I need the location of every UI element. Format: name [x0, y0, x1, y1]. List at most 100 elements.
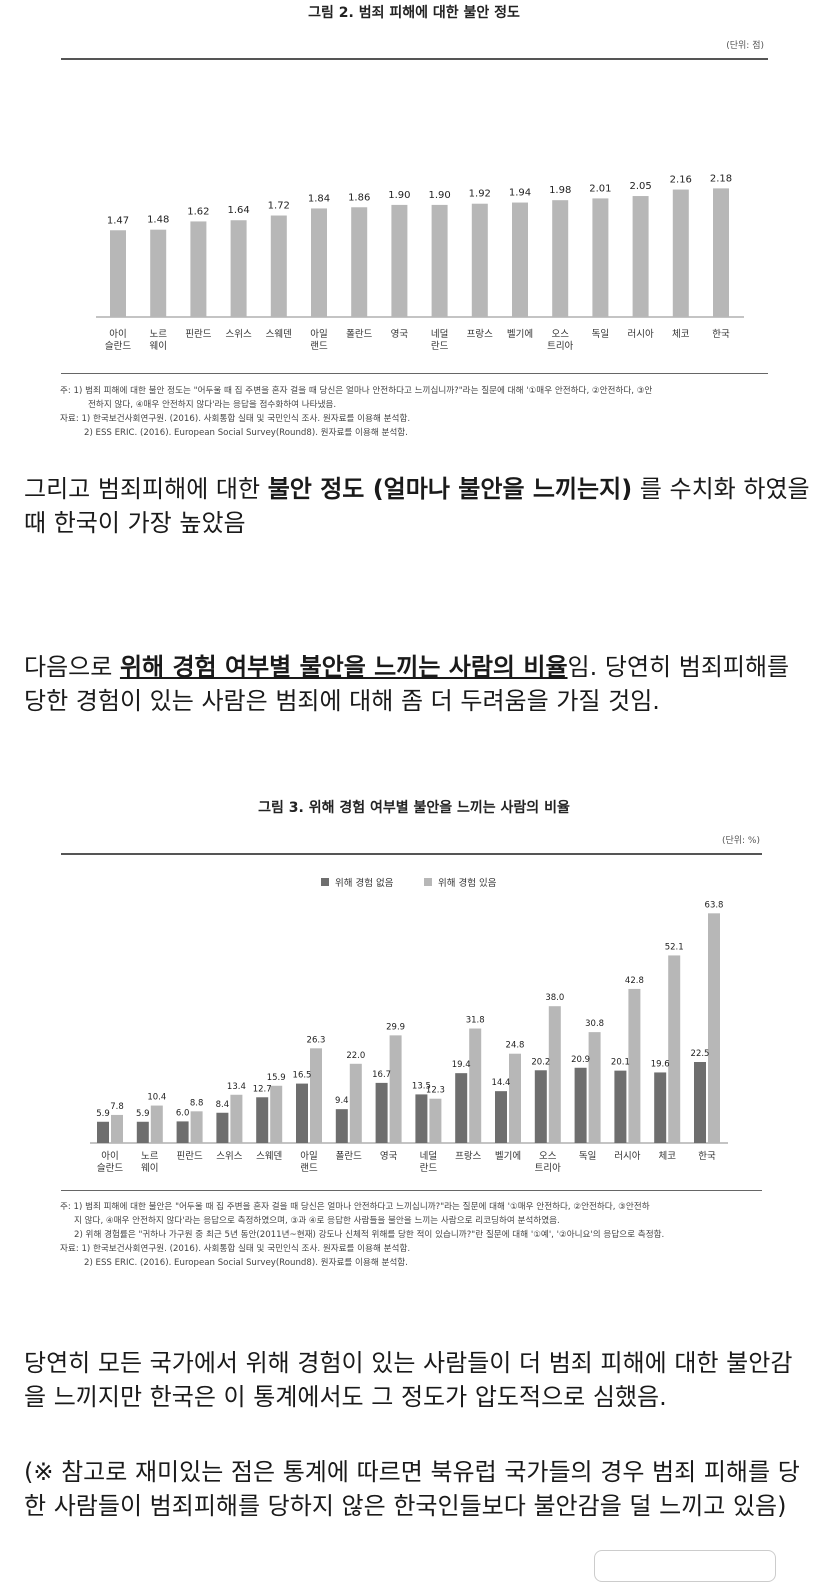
- paragraph-1: 그리고 범죄피해에 대한 불안 정도 (얼마나 불안을 느끼는지) 를 수치화 …: [24, 472, 814, 540]
- category-label-1: 노르 웨이: [141, 1151, 159, 1174]
- data-label-no-harm-3: 8.4: [216, 1100, 230, 1110]
- data-label-harm-13: 42.8: [625, 976, 644, 986]
- figure2-source-2: 2) ESS ERIC. (2016). European Social Sur…: [84, 428, 408, 438]
- data-label-harm-6: 22.0: [346, 1051, 365, 1061]
- category-label-7: 영국: [391, 329, 409, 340]
- figure2-bottom-rule: [61, 373, 768, 374]
- bar-3: [230, 220, 247, 317]
- category-label-13: 러시아: [614, 1151, 640, 1162]
- figure2-notes: 주: 1) 범죄 피해에 대한 불안 정도는 "어두울 때 집 주변을 혼자 걸…: [60, 384, 652, 440]
- data-label-no-harm-13: 20.1: [611, 1058, 630, 1068]
- paragraph-4: (※ 참고로 재미있는 점은 통계에 따르면 북유럽 국가들의 경우 범죄 피해…: [24, 1458, 800, 1520]
- data-label-harm-0: 7.8: [110, 1102, 124, 1112]
- data-label-6: 1.86: [348, 192, 370, 203]
- data-label-harm-1: 10.4: [147, 1093, 166, 1103]
- data-label-13: 2.05: [629, 181, 651, 192]
- figure3-note-2: 지 않다, ④매우 안전하지 않다'라는 응답으로 측정하였으며, ③과 ④로 …: [74, 1216, 560, 1226]
- data-label-9: 1.92: [469, 189, 491, 200]
- data-label-14: 2.16: [670, 175, 692, 186]
- data-label-0: 1.47: [107, 215, 129, 226]
- data-label-harm-8: 12.3: [426, 1086, 445, 1096]
- bar-no-harm-3: [216, 1112, 229, 1143]
- figure3-note-1: 주: 1) 범죄 피해에 대한 불안은 "어두울 때 집 주변을 혼자 걸을 때…: [60, 1202, 650, 1212]
- category-label-3: 스위스: [216, 1150, 242, 1162]
- figure2-note-1: 주: 1) 범죄 피해에 대한 불안 정도는 "어두울 때 집 주변을 혼자 걸…: [60, 386, 653, 396]
- legend-swatch-harm: [424, 878, 432, 886]
- data-label-no-harm-15: 22.5: [691, 1049, 710, 1059]
- figure3-source-2: 2) ESS ERIC. (2016). European Social Sur…: [84, 1258, 408, 1268]
- bar-no-harm-15: [694, 1062, 706, 1143]
- bar-harm-14: [668, 955, 681, 1143]
- data-label-harm-14: 52.1: [665, 942, 684, 952]
- category-label-12: 독일: [592, 329, 609, 340]
- data-label-no-harm-9: 19.4: [452, 1060, 471, 1070]
- category-label-14: 체코: [672, 329, 690, 340]
- paragraph-1-text: 그리고 범죄피해에 대한: [24, 475, 268, 503]
- bar-no-harm-8: [415, 1094, 428, 1143]
- bar-harm-1: [150, 1105, 163, 1143]
- bar-no-harm-6: [335, 1109, 348, 1143]
- category-label-5: 아일 랜드: [300, 1151, 318, 1174]
- data-label-3: 1.64: [227, 205, 249, 216]
- data-label-no-harm-1: 5.9: [136, 1109, 150, 1119]
- category-label-7: 영국: [380, 1151, 398, 1162]
- category-label-10: 벨기에: [495, 1151, 521, 1162]
- data-label-8: 1.90: [428, 190, 450, 201]
- bar-4: [270, 215, 287, 317]
- bar-harm-6: [349, 1063, 362, 1143]
- bar-12: [592, 198, 609, 317]
- category-label-10: 벨기에: [507, 329, 533, 340]
- bar-15: [713, 188, 729, 317]
- figure2-source-1: 자료: 1) 한국보건사회연구원. (2016). 사회통합 실태 및 국민인식…: [60, 414, 411, 424]
- legend-swatch-no-harm: [321, 878, 329, 886]
- data-label-harm-4: 15.9: [267, 1073, 286, 1083]
- paragraph-2: 다음으로 위해 경험 여부별 불안을 느끼는 사람의 비율임. 당연히 범죄피해…: [24, 650, 814, 718]
- bar-harm-13: [628, 988, 641, 1143]
- category-label-2: 핀란드: [185, 328, 211, 340]
- bar-harm-15: [708, 913, 720, 1143]
- category-label-6: 폴란드: [336, 1150, 362, 1162]
- bar-0: [110, 230, 126, 317]
- bar-1: [150, 229, 167, 317]
- bar-harm-12: [588, 1032, 601, 1143]
- bar-11: [552, 200, 569, 317]
- bar-13: [632, 196, 649, 317]
- paragraph-1-bold: 불안 정도 (얼마나 불안을 느끼는지): [267, 475, 633, 503]
- category-label-4: 스웨덴: [266, 328, 292, 340]
- bar-no-harm-1: [136, 1121, 149, 1143]
- figure3-title: 그림 3. 위해 경험 여부별 불안을 느끼는 사람의 비율: [258, 800, 570, 816]
- bar-no-harm-0: [97, 1121, 109, 1143]
- category-label-0: 아이 슬란드: [105, 329, 131, 352]
- floating-action-box[interactable]: [594, 1550, 776, 1582]
- data-label-no-harm-4: 12.7: [253, 1084, 272, 1094]
- paragraph-3: 당연히 모든 국가에서 위해 경험이 있는 사람들이 더 범죄 피해에 대한 불…: [24, 1349, 793, 1411]
- data-label-no-harm-6: 9.4: [335, 1096, 349, 1106]
- bar-2: [190, 221, 207, 317]
- legend-label-no-harm: 위해 경험 없음: [335, 877, 394, 889]
- data-label-no-harm-12: 20.9: [571, 1055, 590, 1065]
- bar-harm-0: [111, 1114, 123, 1143]
- category-label-2: 핀란드: [176, 1150, 202, 1162]
- figure2-title: 그림 2. 범죄 피해에 대한 불안 정도: [308, 5, 520, 21]
- bar-harm-5: [310, 1048, 322, 1143]
- data-label-no-harm-7: 16.7: [372, 1070, 391, 1080]
- data-label-no-harm-0: 5.9: [96, 1109, 110, 1119]
- bar-no-harm-4: [256, 1097, 269, 1143]
- data-label-11: 1.98: [549, 185, 571, 196]
- bar-14: [672, 189, 689, 317]
- bar-harm-11: [548, 1006, 561, 1143]
- category-label-13: 러시아: [627, 329, 653, 340]
- data-label-12: 2.01: [589, 183, 611, 194]
- data-label-10: 1.94: [509, 188, 531, 199]
- data-label-15: 2.18: [710, 173, 732, 184]
- data-label-harm-9: 31.8: [466, 1016, 485, 1026]
- figure2-unit: (단위: 점): [726, 41, 764, 51]
- bar-no-harm-10: [495, 1091, 507, 1143]
- figure3-note-3: 2) 위해 경험률은 "귀하나 가구원 중 최근 5년 동안(2011년~현재)…: [74, 1230, 665, 1240]
- category-label-1: 노르 웨이: [149, 329, 167, 352]
- data-label-harm-10: 24.8: [506, 1041, 525, 1051]
- bar-9: [471, 203, 488, 317]
- data-label-no-harm-10: 14.4: [492, 1078, 511, 1088]
- figure3-source-1: 자료: 1) 한국보건사회연구원. (2016). 사회통합 실태 및 국민인식…: [60, 1244, 411, 1254]
- data-label-5: 1.84: [308, 193, 330, 204]
